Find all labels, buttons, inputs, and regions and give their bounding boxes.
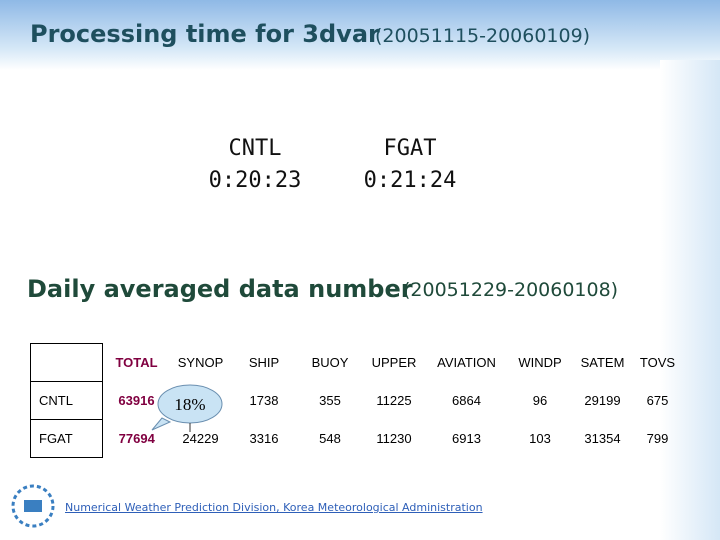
column-header: UPPER bbox=[371, 355, 417, 370]
column-header: WINDP bbox=[518, 355, 562, 370]
timing-value: 0:21:24 bbox=[363, 168, 457, 193]
data-cell: 11225 bbox=[376, 393, 412, 408]
data-cell: 675 bbox=[646, 393, 669, 408]
callout-text: 18% bbox=[174, 395, 205, 414]
data-cell: 3316 bbox=[249, 431, 279, 446]
data-cell: 6864 bbox=[452, 393, 481, 408]
column-header: SATEM bbox=[580, 355, 625, 370]
data-cell: 31354 bbox=[584, 431, 621, 446]
callout: 18% bbox=[151, 384, 223, 432]
data-row: CNTL 63916 1738 355 11225 6864 96 29199 675 bbox=[30, 381, 683, 420]
footer: Numerical Weather Prediction Division, K… bbox=[65, 501, 483, 514]
column-header: BUOY bbox=[311, 355, 349, 370]
title-period: (20051115-20060109) bbox=[375, 25, 591, 47]
row-label: CNTL bbox=[30, 381, 103, 420]
timing-value: 0:20:23 bbox=[208, 168, 302, 193]
section-period: (20051229-20060108) bbox=[403, 279, 619, 301]
data-cell: 548 bbox=[319, 431, 341, 446]
side-decoration bbox=[660, 60, 720, 540]
row-label: FGAT bbox=[30, 419, 103, 458]
callout-tail bbox=[151, 417, 172, 431]
header-band bbox=[0, 0, 720, 70]
data-cell: 11230 bbox=[376, 431, 412, 446]
data-cell: 96 bbox=[532, 393, 548, 408]
timing-label: FGAT bbox=[383, 136, 437, 161]
section-title: Daily averaged data number bbox=[27, 275, 413, 303]
column-header: TOTAL bbox=[115, 355, 158, 370]
logo bbox=[11, 484, 55, 528]
corner-cell bbox=[30, 343, 103, 382]
data-cell: 355 bbox=[319, 393, 341, 408]
data-cell: 24229 bbox=[182, 431, 219, 446]
data-cell: 29199 bbox=[584, 393, 621, 408]
column-header: TOVS bbox=[639, 355, 676, 370]
header-row: TOTAL SYNOP SHIP BUOY UPPER AVIATION WINDP SATE… bbox=[30, 343, 683, 382]
column-header: SHIP bbox=[248, 355, 280, 370]
data-cell: 77694 bbox=[118, 431, 155, 446]
data-cell: 799 bbox=[646, 431, 669, 446]
logo-ring bbox=[11, 484, 55, 528]
data-cell: 63916 bbox=[118, 393, 155, 408]
data-table: TOTAL SYNOP SHIP BUOY UPPER AVIATION WINDP SATE… bbox=[30, 343, 683, 458]
data-cell: 1738 bbox=[249, 393, 279, 408]
data-cell: 103 bbox=[529, 431, 551, 446]
column-header: SYNOP bbox=[177, 355, 224, 370]
title: Processing time for 3dvar bbox=[30, 20, 380, 48]
timing-label: CNTL bbox=[228, 136, 282, 161]
data-row: FGAT 77694 24229 3316 548 11230 6913 103 31354 79… bbox=[30, 419, 683, 458]
column-header: AVIATION bbox=[437, 355, 496, 370]
data-cell: 6913 bbox=[452, 431, 481, 446]
logo-mark bbox=[24, 500, 42, 512]
